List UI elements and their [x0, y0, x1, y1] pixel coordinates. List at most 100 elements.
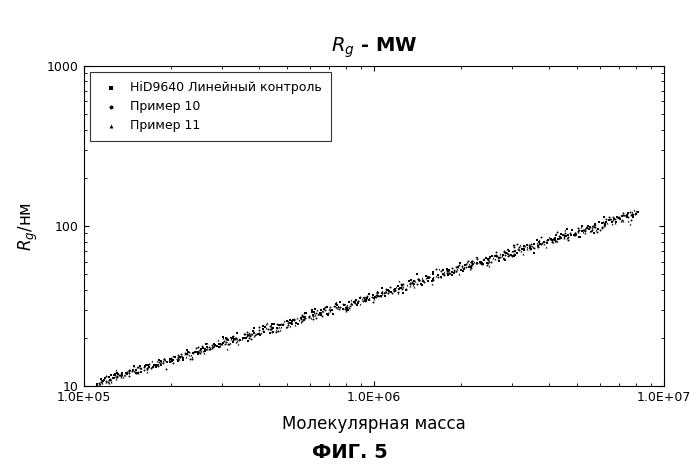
Пример 10 — [349, 298, 360, 305]
HiD9640 Линейный контроль — [257, 325, 268, 333]
Пример 10 — [100, 372, 111, 380]
Пример 10 — [447, 265, 458, 272]
Пример 11 — [514, 242, 526, 249]
Пример 10 — [350, 300, 361, 307]
Пример 11 — [421, 272, 433, 280]
Пример 11 — [579, 226, 591, 233]
Пример 11 — [340, 307, 352, 315]
Пример 10 — [286, 319, 297, 326]
HiD9640 Линейный контроль — [140, 361, 151, 369]
Пример 10 — [233, 336, 244, 343]
Пример 11 — [433, 266, 445, 273]
HiD9640 Линейный контроль — [607, 218, 618, 226]
HiD9640 Линейный контроль — [435, 273, 447, 281]
Пример 11 — [179, 350, 190, 358]
Пример 11 — [612, 213, 624, 221]
Пример 10 — [418, 278, 429, 285]
Пример 11 — [580, 230, 591, 237]
HiD9640 Линейный контроль — [342, 305, 353, 313]
HiD9640 Линейный контроль — [226, 334, 237, 341]
HiD9640 Линейный контроль — [96, 375, 107, 383]
HiD9640 Линейный контроль — [483, 255, 494, 263]
Пример 11 — [111, 375, 122, 383]
Пример 11 — [287, 316, 298, 323]
Пример 11 — [243, 331, 254, 339]
HiD9640 Линейный контроль — [142, 361, 153, 369]
Пример 10 — [598, 219, 609, 226]
Пример 11 — [437, 270, 448, 277]
Пример 11 — [363, 295, 375, 302]
Пример 10 — [329, 302, 340, 310]
Пример 10 — [150, 362, 161, 369]
Пример 10 — [239, 330, 250, 338]
Пример 10 — [307, 315, 318, 323]
Пример 10 — [142, 365, 153, 373]
Пример 11 — [106, 376, 117, 383]
Пример 10 — [254, 323, 265, 330]
Пример 10 — [296, 313, 307, 320]
HiD9640 Линейный контроль — [111, 369, 122, 377]
Пример 11 — [619, 211, 630, 219]
HiD9640 Линейный контроль — [97, 377, 108, 385]
Пример 11 — [198, 348, 209, 355]
HiD9640 Линейный контроль — [458, 268, 469, 275]
Пример 11 — [117, 374, 128, 381]
HiD9640 Линейный контроль — [182, 348, 194, 356]
Title: $\mathbf{\it{R_g}}$ - MW: $\mathbf{\it{R_g}}$ - MW — [331, 36, 417, 60]
Пример 10 — [558, 231, 569, 239]
Пример 11 — [363, 294, 374, 302]
HiD9640 Линейный контроль — [621, 214, 633, 221]
Пример 11 — [341, 301, 352, 309]
Пример 10 — [310, 309, 322, 317]
Пример 11 — [494, 251, 505, 258]
Пример 10 — [303, 312, 315, 320]
Пример 10 — [166, 356, 177, 363]
Пример 11 — [389, 286, 400, 294]
Пример 10 — [417, 277, 428, 285]
Пример 10 — [461, 263, 472, 270]
Пример 11 — [290, 321, 301, 328]
Пример 11 — [391, 284, 402, 291]
Пример 11 — [369, 295, 380, 303]
HiD9640 Линейный контроль — [584, 223, 596, 230]
HiD9640 Линейный контроль — [363, 296, 374, 304]
HiD9640 Линейный контроль — [539, 238, 550, 245]
HiD9640 Линейный контроль — [610, 218, 621, 226]
Пример 10 — [135, 364, 146, 372]
Пример 10 — [454, 261, 465, 269]
Пример 10 — [271, 324, 282, 331]
Пример 10 — [389, 287, 400, 295]
Пример 11 — [392, 290, 403, 297]
Пример 11 — [106, 379, 117, 386]
Пример 10 — [442, 268, 453, 275]
HiD9640 Линейный контроль — [315, 311, 326, 319]
HiD9640 Линейный контроль — [558, 231, 569, 239]
HiD9640 Линейный контроль — [120, 369, 131, 376]
HiD9640 Линейный контроль — [192, 350, 203, 357]
Пример 11 — [414, 276, 425, 284]
Пример 11 — [284, 315, 296, 323]
Пример 11 — [196, 347, 207, 355]
HiD9640 Линейный контроль — [438, 266, 449, 274]
Пример 11 — [94, 381, 106, 388]
Пример 11 — [622, 217, 633, 225]
HiD9640 Линейный контроль — [417, 281, 428, 289]
Пример 10 — [626, 210, 637, 218]
HiD9640 Линейный контроль — [307, 307, 318, 314]
HiD9640 Линейный контроль — [593, 226, 604, 233]
Пример 10 — [313, 310, 324, 317]
HiD9640 Линейный контроль — [130, 369, 141, 377]
Пример 10 — [617, 211, 628, 219]
Пример 10 — [245, 332, 256, 339]
HiD9640 Линейный контроль — [105, 376, 116, 384]
HiD9640 Линейный контроль — [519, 242, 530, 249]
Пример 10 — [423, 273, 434, 280]
Пример 11 — [87, 384, 99, 391]
HiD9640 Линейный контроль — [199, 345, 210, 353]
HiD9640 Линейный контроль — [321, 310, 332, 317]
Пример 11 — [317, 307, 328, 315]
Пример 10 — [197, 342, 208, 350]
HiD9640 Линейный контроль — [489, 252, 500, 260]
HiD9640 Линейный контроль — [187, 349, 199, 357]
HiD9640 Линейный контроль — [541, 239, 552, 247]
